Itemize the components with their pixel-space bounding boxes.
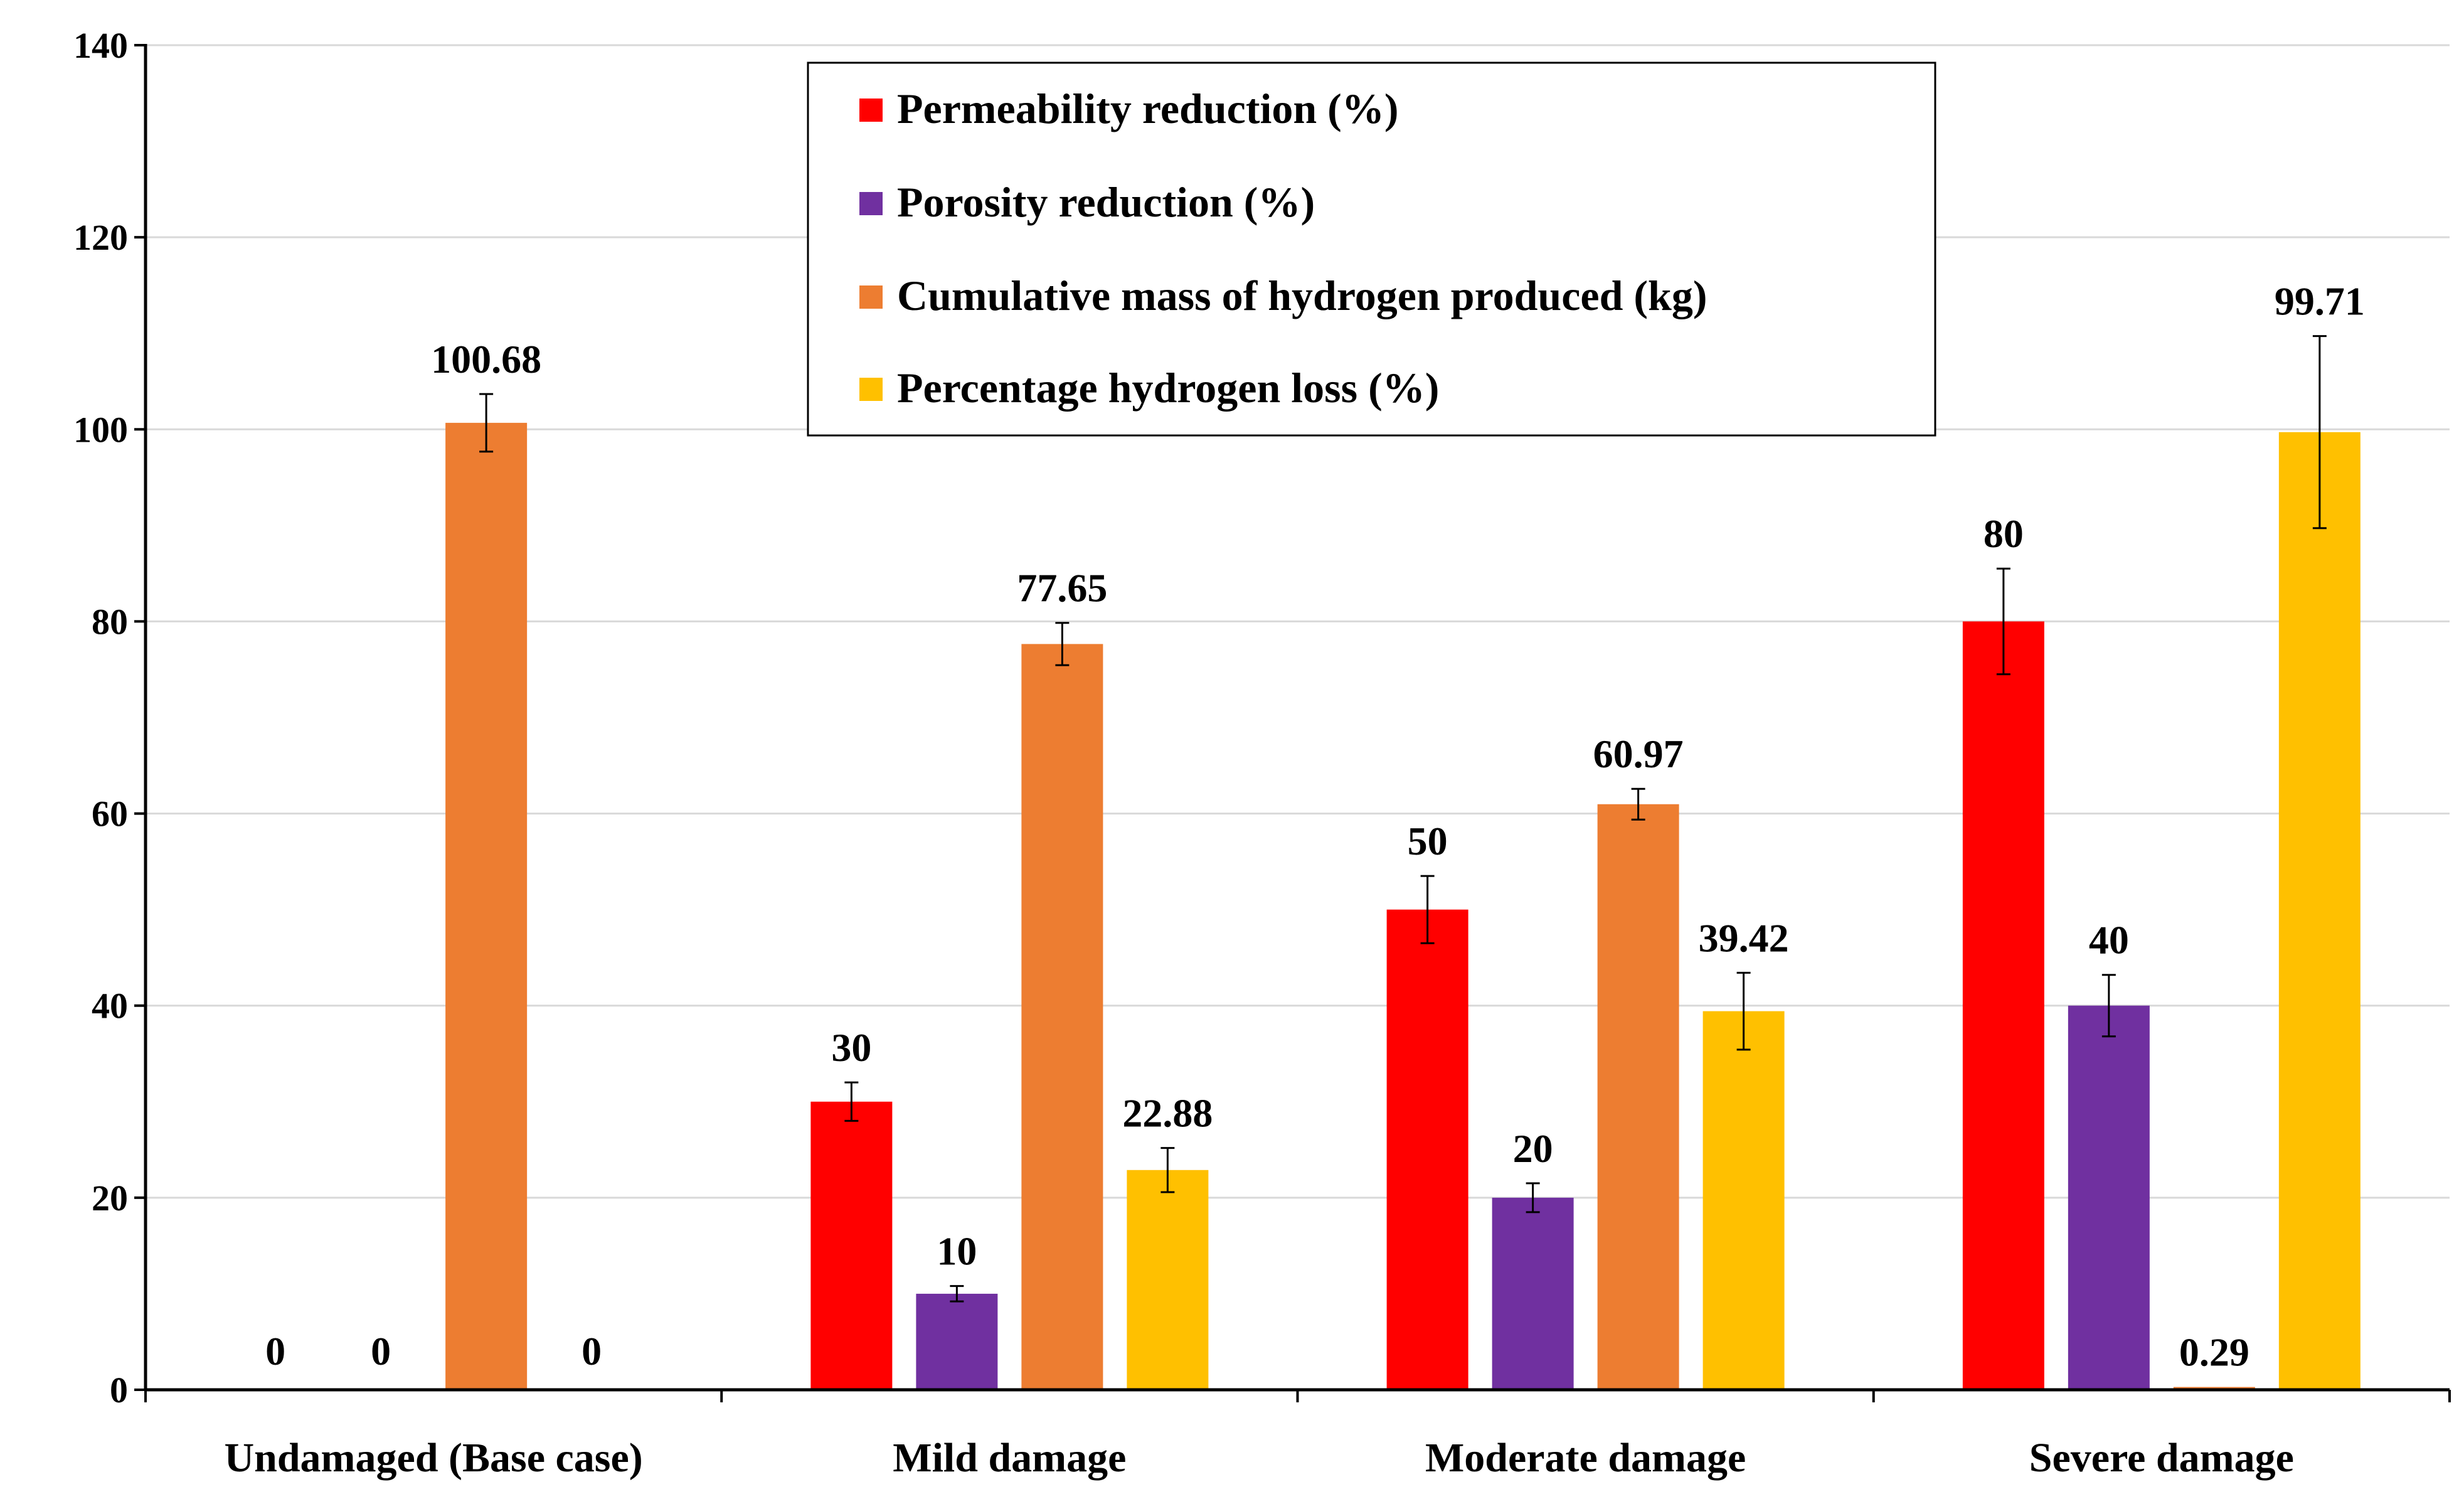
category-label-2: Moderate damage: [1425, 1435, 1746, 1481]
bar-s3-c3: [2278, 432, 2360, 1390]
y-tick-label-120: 120: [73, 217, 128, 258]
legend-label-hydrogen-mass: Cumulative mass of hydrogen produced (kg…: [897, 272, 1707, 319]
bar-s2-c0: [445, 422, 528, 1390]
bar-s3-c2: [1702, 1011, 1785, 1390]
bar-s0-c1: [810, 1101, 893, 1390]
bar-s1-c2: [1492, 1197, 1574, 1390]
data-label-s1-c3: 40: [2089, 918, 2129, 962]
category-label-3: Severe damage: [2029, 1435, 2294, 1481]
data-label-s1-c2: 20: [1513, 1126, 1553, 1171]
y-tick-label-40: 40: [92, 986, 128, 1026]
data-label-s0-c0: 0: [265, 1329, 285, 1373]
legend-label-porosity: Porosity reduction (%): [897, 178, 1315, 226]
data-label-s2-c0: 100.68: [431, 337, 541, 381]
bar-s0-c2: [1386, 909, 1468, 1390]
category-label-0: Undamaged (Base case): [224, 1435, 642, 1481]
y-tick-label-0: 0: [110, 1370, 128, 1410]
bar-s0-c3: [1962, 621, 2044, 1390]
data-label-s2-c3: 0.29: [2179, 1330, 2249, 1375]
category-label-1: Mild damage: [893, 1435, 1126, 1481]
bar-s1-c1: [916, 1293, 998, 1390]
data-label-s3-c2: 39.42: [1699, 915, 1789, 960]
y-tick-label-80: 80: [92, 601, 128, 642]
data-label-s1-c0: 0: [371, 1329, 391, 1373]
legend: Permeability reduction (%) Porosity redu…: [807, 61, 1936, 437]
data-label-s0-c3: 80: [1983, 511, 2024, 556]
data-label-s3-c0: 0: [581, 1329, 602, 1373]
legend-label-permeability: Permeability reduction (%): [897, 85, 1398, 132]
legend-swatch-permeability: [859, 99, 883, 122]
data-label-s3-c1: 22.88: [1122, 1091, 1213, 1136]
legend-label-hydrogen-loss: Percentage hydrogen loss (%): [897, 364, 1439, 412]
data-label-s0-c1: 30: [831, 1025, 871, 1070]
bar-s3-c1: [1127, 1170, 1209, 1390]
data-label-s3-c3: 99.71: [2275, 279, 2365, 324]
data-label-s1-c1: 10: [937, 1229, 977, 1274]
data-label-s2-c1: 77.65: [1017, 566, 1107, 611]
bar-s2-c2: [1597, 804, 1679, 1390]
y-tick-label-100: 100: [73, 409, 128, 450]
bar-s1-c3: [2068, 1005, 2150, 1390]
legend-box: [807, 61, 1936, 437]
axes: [134, 44, 2451, 1402]
legend-swatch-hydrogen-loss: [859, 378, 883, 401]
data-label-s2-c2: 60.97: [1593, 732, 1684, 776]
y-tick-label-20: 20: [92, 1178, 128, 1218]
y-tick-label-60: 60: [92, 794, 128, 834]
bar-s2-c1: [1021, 644, 1103, 1390]
y-tick-label-140: 140: [73, 25, 128, 66]
legend-swatch-porosity: [859, 192, 883, 215]
bars: [445, 335, 2360, 1390]
legend-swatch-hydrogen-mass: [859, 285, 883, 309]
data-label-s0-c2: 50: [1408, 819, 1448, 863]
